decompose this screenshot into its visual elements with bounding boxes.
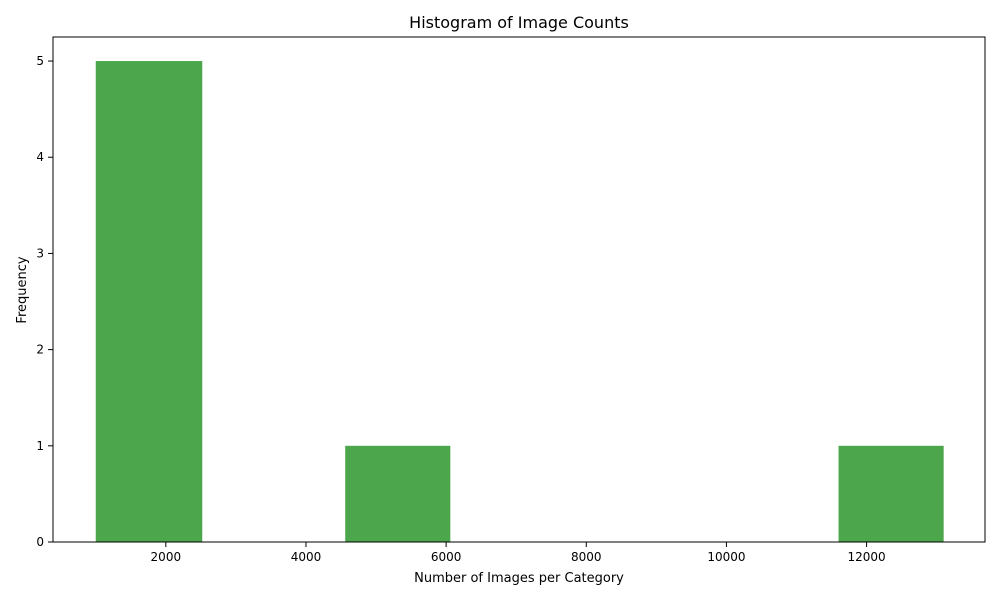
x-tick-label: 6000 (431, 550, 462, 564)
plot-frame (52, 36, 986, 543)
y-axis-ticks: 0 1 2 3 4 5 (36, 54, 53, 549)
x-tick-label: 4000 (291, 550, 322, 564)
y-tick-label: 5 (36, 54, 44, 68)
y-tick-label: 4 (36, 150, 44, 164)
y-axis-label: Frequency (15, 256, 30, 323)
x-axis-ticks: 2000 4000 6000 8000 10000 12000 (151, 542, 886, 564)
histogram-bar (345, 445, 451, 542)
x-tick-label: 2000 (151, 550, 182, 564)
histogram-bar (838, 445, 944, 542)
x-tick-label: 10000 (707, 550, 745, 564)
bars-group (95, 61, 944, 543)
x-axis-label: Number of Images per Category (414, 571, 624, 586)
y-tick-label: 1 (36, 439, 44, 453)
x-tick-label: 8000 (571, 550, 602, 564)
y-tick-label: 3 (36, 246, 44, 260)
y-tick-label: 0 (36, 535, 44, 549)
x-tick-label: 12000 (847, 550, 885, 564)
chart-title: Histogram of Image Counts (409, 13, 629, 32)
histogram-bar (95, 61, 203, 543)
y-tick-label: 2 (36, 343, 44, 357)
